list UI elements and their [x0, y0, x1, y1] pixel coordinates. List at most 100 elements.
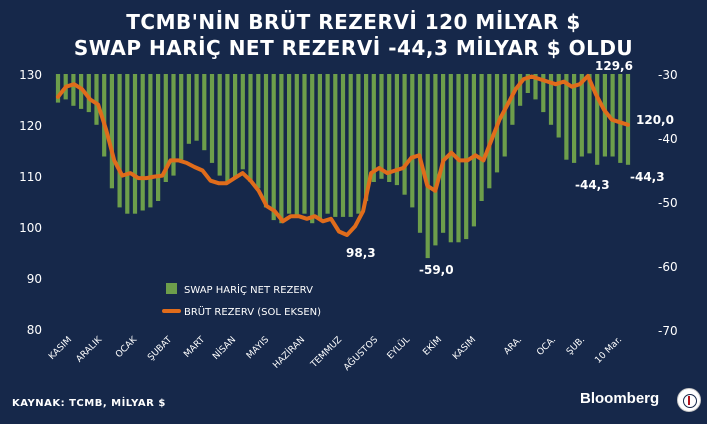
net-prior-label: -44,3 — [575, 178, 610, 192]
x-tick-label: KASIM — [47, 335, 74, 362]
source-note: KAYNAK: TCMB, MİLYAR $ — [12, 398, 166, 409]
net-reserve-bar — [610, 74, 615, 157]
net-reserve-bar — [533, 74, 538, 100]
net-reserve-bar — [579, 74, 584, 157]
legend-line-label: BRÜT REZERV (SOL EKSEN) — [184, 305, 321, 318]
legend-bar-swatch — [166, 283, 177, 294]
x-tick-label: ARA. — [502, 335, 524, 357]
net-reserve-bar — [156, 74, 161, 201]
right-tick-label: -30 — [658, 68, 678, 82]
low-gross-label: 98,3 — [346, 246, 376, 260]
x-tick-label: OCA. — [535, 335, 558, 358]
net-reserve-bar — [279, 74, 284, 224]
net-reserve-bar — [541, 74, 546, 113]
net-reserve-bar — [402, 74, 407, 195]
net-reserve-bar — [163, 74, 168, 182]
net-reserve-bar — [348, 74, 353, 217]
net-reserve-bar — [294, 74, 299, 217]
net-reserve-bar — [364, 74, 369, 201]
net-reserve-bar — [179, 74, 184, 160]
net-reserve-bar — [310, 74, 315, 224]
legend-bar-label: SWAP HARİÇ NET REZERV — [184, 283, 313, 296]
left-tick-label: 110 — [19, 170, 42, 184]
net-reserve-bar — [94, 74, 99, 125]
net-reserve-bar — [287, 74, 292, 214]
net-reserve-bar — [502, 74, 507, 157]
chart-subtitle: SWAP HARİÇ NET REZERVİ -44,3 MİLYAR $ OL… — [73, 36, 634, 60]
low-net-label: -59,0 — [419, 263, 454, 277]
net-reserve-bar — [471, 74, 476, 227]
net-reserve-bar — [595, 74, 600, 165]
x-tick-label: NİSAN — [210, 334, 238, 362]
net-reserve-bar — [441, 74, 446, 233]
x-tick-label: AĞUSTOS — [341, 333, 380, 372]
net-reserve-bar — [271, 74, 276, 221]
x-tick-label: KASIM — [451, 335, 478, 362]
net-reserve-bar — [425, 74, 430, 259]
net-reserve-bar — [394, 74, 399, 186]
left-tick-label: 90 — [27, 272, 42, 286]
net-reserve-bar — [125, 74, 130, 214]
net-reserve-bar — [256, 74, 261, 189]
net-reserve-bar — [325, 74, 330, 214]
net-reserve-bar — [248, 74, 253, 182]
net-reserve-bar — [564, 74, 569, 160]
net-reserve-bar — [148, 74, 153, 208]
x-axis-labels: KASIM ARALIK OCAK ŞUBAT MART NİSAN MAYIS… — [47, 333, 624, 372]
net-reserve-bar — [479, 74, 484, 201]
net-reserve-bar — [263, 74, 269, 208]
x-tick-label: HAZİRAN — [271, 334, 307, 370]
net-reserve-bar — [117, 74, 122, 208]
net-reserve-bar — [556, 74, 561, 138]
left-tick-label: 80 — [27, 323, 42, 337]
net-reserve-bar — [379, 74, 384, 179]
right-tick-label: -60 — [658, 260, 678, 274]
peak-gross-label: 129,6 — [595, 59, 633, 73]
net-reserve-bar — [225, 74, 230, 182]
left-tick-label: 100 — [19, 221, 42, 235]
net-reserve-bar — [79, 74, 84, 109]
net-reserve-bar — [171, 74, 176, 176]
net-reserve-bar — [209, 74, 215, 163]
x-tick-label: EYLÜL — [385, 334, 412, 361]
net-reserve-bar — [132, 74, 138, 214]
net-reserve-bar — [71, 74, 76, 106]
net-reserve-bar — [518, 74, 523, 106]
net-reserve-bar — [625, 74, 631, 165]
x-tick-label: ŞUB. — [565, 335, 587, 357]
net-reserve-bar — [433, 74, 438, 246]
net-reserve-bar — [618, 74, 623, 163]
net-reserve-bar — [587, 74, 592, 154]
net-reserve-bar — [548, 74, 554, 125]
net-reserve-bar — [233, 74, 238, 179]
net-reserve-bar — [102, 74, 107, 157]
net-reserve-bar — [387, 74, 392, 182]
net-reserve-bar — [572, 74, 577, 163]
net-reserve-bar — [86, 74, 91, 113]
chart-title: TCMB'NİN BRÜT REZERVİ 120 MİLYAR $ — [126, 10, 581, 34]
x-tick-label: OCAK — [114, 334, 140, 360]
net-reserve-bar — [333, 74, 338, 217]
x-tick-label: 10 Mar. — [593, 335, 624, 366]
net-reserve-bar — [302, 74, 307, 214]
x-tick-label: TEMMUZ — [309, 335, 345, 371]
x-tick-label: MAYIS — [245, 335, 271, 361]
net-reserve-bar — [487, 74, 492, 189]
net-reserve-bar — [448, 74, 453, 243]
net-reserve-bar — [194, 74, 199, 141]
net-reserve-bar — [186, 74, 191, 144]
net-reserve-bar — [371, 74, 376, 182]
x-tick-label: ARALIK — [75, 334, 105, 364]
net-reserve-bar — [317, 74, 322, 221]
x-tick-label: MART — [182, 335, 207, 360]
net-reserve-bar — [217, 74, 222, 176]
net-reserve-bar — [340, 74, 346, 217]
right-tick-label: -40 — [658, 132, 678, 146]
right-tick-label: -70 — [658, 324, 678, 338]
right-tick-label: -50 — [658, 196, 678, 210]
net-reserve-bar — [55, 74, 61, 103]
gross-reserve-line — [56, 74, 630, 237]
x-tick-label: ŞUBAT — [146, 335, 174, 363]
x-tick-label: EKİM — [421, 334, 444, 357]
